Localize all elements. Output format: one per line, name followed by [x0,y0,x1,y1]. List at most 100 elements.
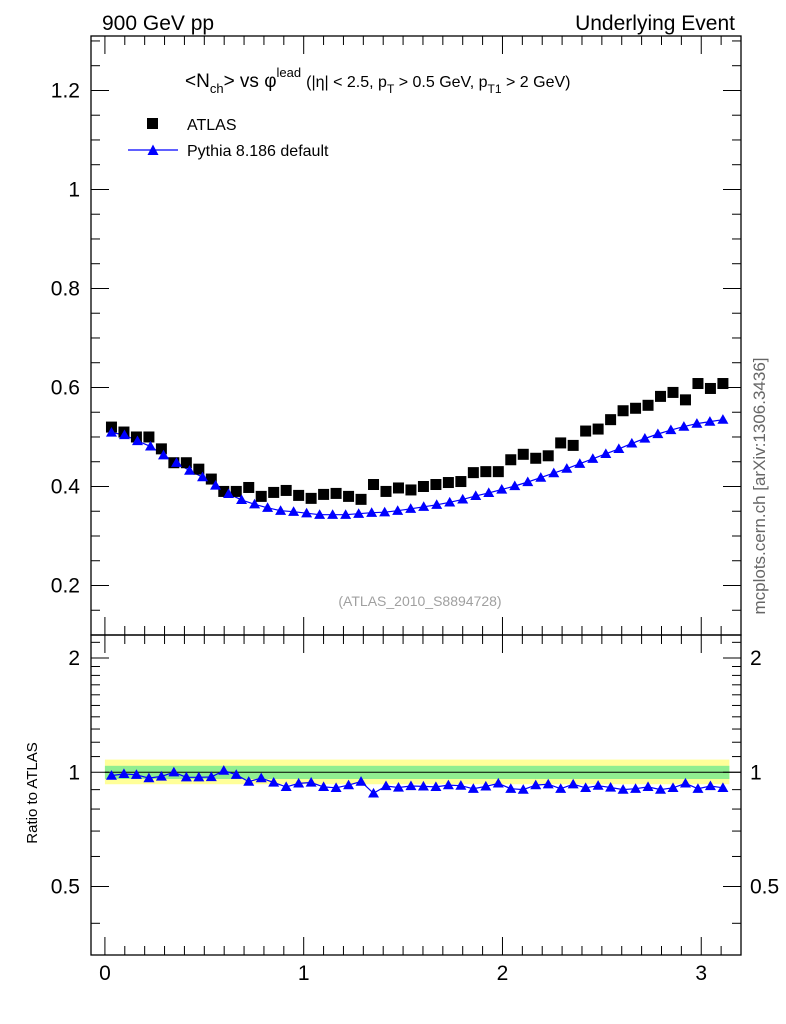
ratio-frame [90,634,742,956]
ratio-y-tick-labels: 0.5 0.5 1 1 2 2 [51,647,779,898]
atlas-point [355,493,367,505]
pythia-ratio-point [380,780,392,791]
pythia-point [431,499,443,509]
atlas-point [679,394,691,406]
pythia-point [639,432,651,443]
x-tick-label: 1 [298,962,310,985]
side-label: mcplots.cern.ch [arXiv:1306.3436] [750,357,769,614]
ratio-y-tick-label-right: 1 [750,761,762,784]
atlas-point [642,399,654,411]
pythia-point [145,440,157,451]
pythia-point [483,487,495,498]
atlas-point [130,431,142,443]
pythia-ratio-point [580,782,592,792]
pythia-point [444,496,456,507]
atlas-point [567,439,579,451]
atlas-point [704,382,716,394]
pythia-points [105,414,729,519]
pythia-point [717,414,729,424]
pythia-ratio-point [368,787,380,798]
pythia-ratio-point [405,780,417,791]
atlas-point [692,378,704,390]
pythia-point [366,507,378,517]
pythia-point [600,448,612,458]
x-tick-label: 2 [497,962,509,985]
title-sup-lead: lead [277,65,302,80]
pythia-ratio-point [717,782,729,792]
atlas-point [280,484,292,496]
atlas-point [143,431,155,443]
title-pre: <N [185,71,210,92]
pythia-point [327,509,339,519]
title-sub-ch: ch [210,81,224,96]
pythia-ratio-point [130,769,142,779]
atlas-point [630,402,642,414]
atlas-point [480,466,492,478]
y-tick-label: 0.2 [51,574,80,597]
atlas-point [717,378,729,390]
atlas-point [542,450,554,462]
pythia-point [171,457,183,467]
pythia-point [105,427,117,437]
main-panel: 0.2 0.4 0.6 0.8 1 1.2 (ATLAS_2010_S8894728) <… [51,35,742,636]
pythia-ratio-point [105,770,117,780]
legend-label-atlas: ATLAS [187,117,237,134]
pythia-ratio-point [530,779,542,790]
atlas-point [655,390,667,402]
pythia-point [574,458,586,468]
atlas-point [392,482,404,494]
pythia-point [340,509,352,519]
title-cond: (|η| < 2.5, p [306,74,387,91]
pythia-ratio-point [417,780,429,791]
legend-marker-pythia [147,144,159,155]
pythia-ratio-point [243,776,255,786]
atlas-point [180,457,192,469]
legend-label-pythia: Pythia 8.186 default [187,143,329,160]
pythia-point [262,502,274,512]
legend: ATLAS Pythia 8.186 default [128,117,329,160]
atlas-point [330,487,342,499]
pythia-ratio-point [280,781,292,792]
pythia-point [249,498,261,509]
y-tick-label: 0.8 [51,277,80,300]
atlas-point [530,452,542,464]
atlas-point [667,386,679,398]
atlas-point [193,463,205,475]
pythia-ratio-point [542,778,554,789]
pythia-point [457,493,469,504]
pythia-point [184,465,196,475]
pythia-ratio-point [467,783,479,793]
atlas-point [417,480,429,492]
pythia-ratio-point [293,777,305,788]
y-tick-label: 0.4 [51,475,81,498]
pythia-ratio-point [692,783,704,793]
title-cond2: > 0.5 GeV, p [394,74,487,91]
pythia-ratio-point [655,784,667,794]
pythia-point [470,490,482,501]
pythia-ratio-point [667,782,679,792]
pythia-ratio-point [268,776,280,787]
pythia-ratio-point [355,776,367,786]
ratio-y-tick-label-right: 2 [750,647,762,670]
header-right: Underlying Event [575,12,735,35]
atlas-point [293,489,305,501]
pythia-ratio-point [180,771,192,782]
atlas-point [230,485,242,497]
atlas-point [218,485,230,497]
pythia-ratio-point [218,765,230,775]
y-tick-label: 1 [68,178,80,201]
atlas-point [368,479,380,491]
pythia-ratio-point [143,772,155,783]
pythia-ratio-points [105,765,729,798]
title-cond3: > 2 GeV) [502,74,571,91]
pythia-point [275,505,287,515]
pythia-point [392,505,404,515]
pythia-point [158,449,170,460]
atlas-point [155,443,167,455]
pythia-point [379,506,391,517]
pythia-ratio-point [480,780,492,791]
ratio-y-tick-label: 1 [68,761,80,784]
atlas-point [492,466,504,478]
atlas-point [605,414,617,426]
pythia-ratio-point [392,781,404,792]
